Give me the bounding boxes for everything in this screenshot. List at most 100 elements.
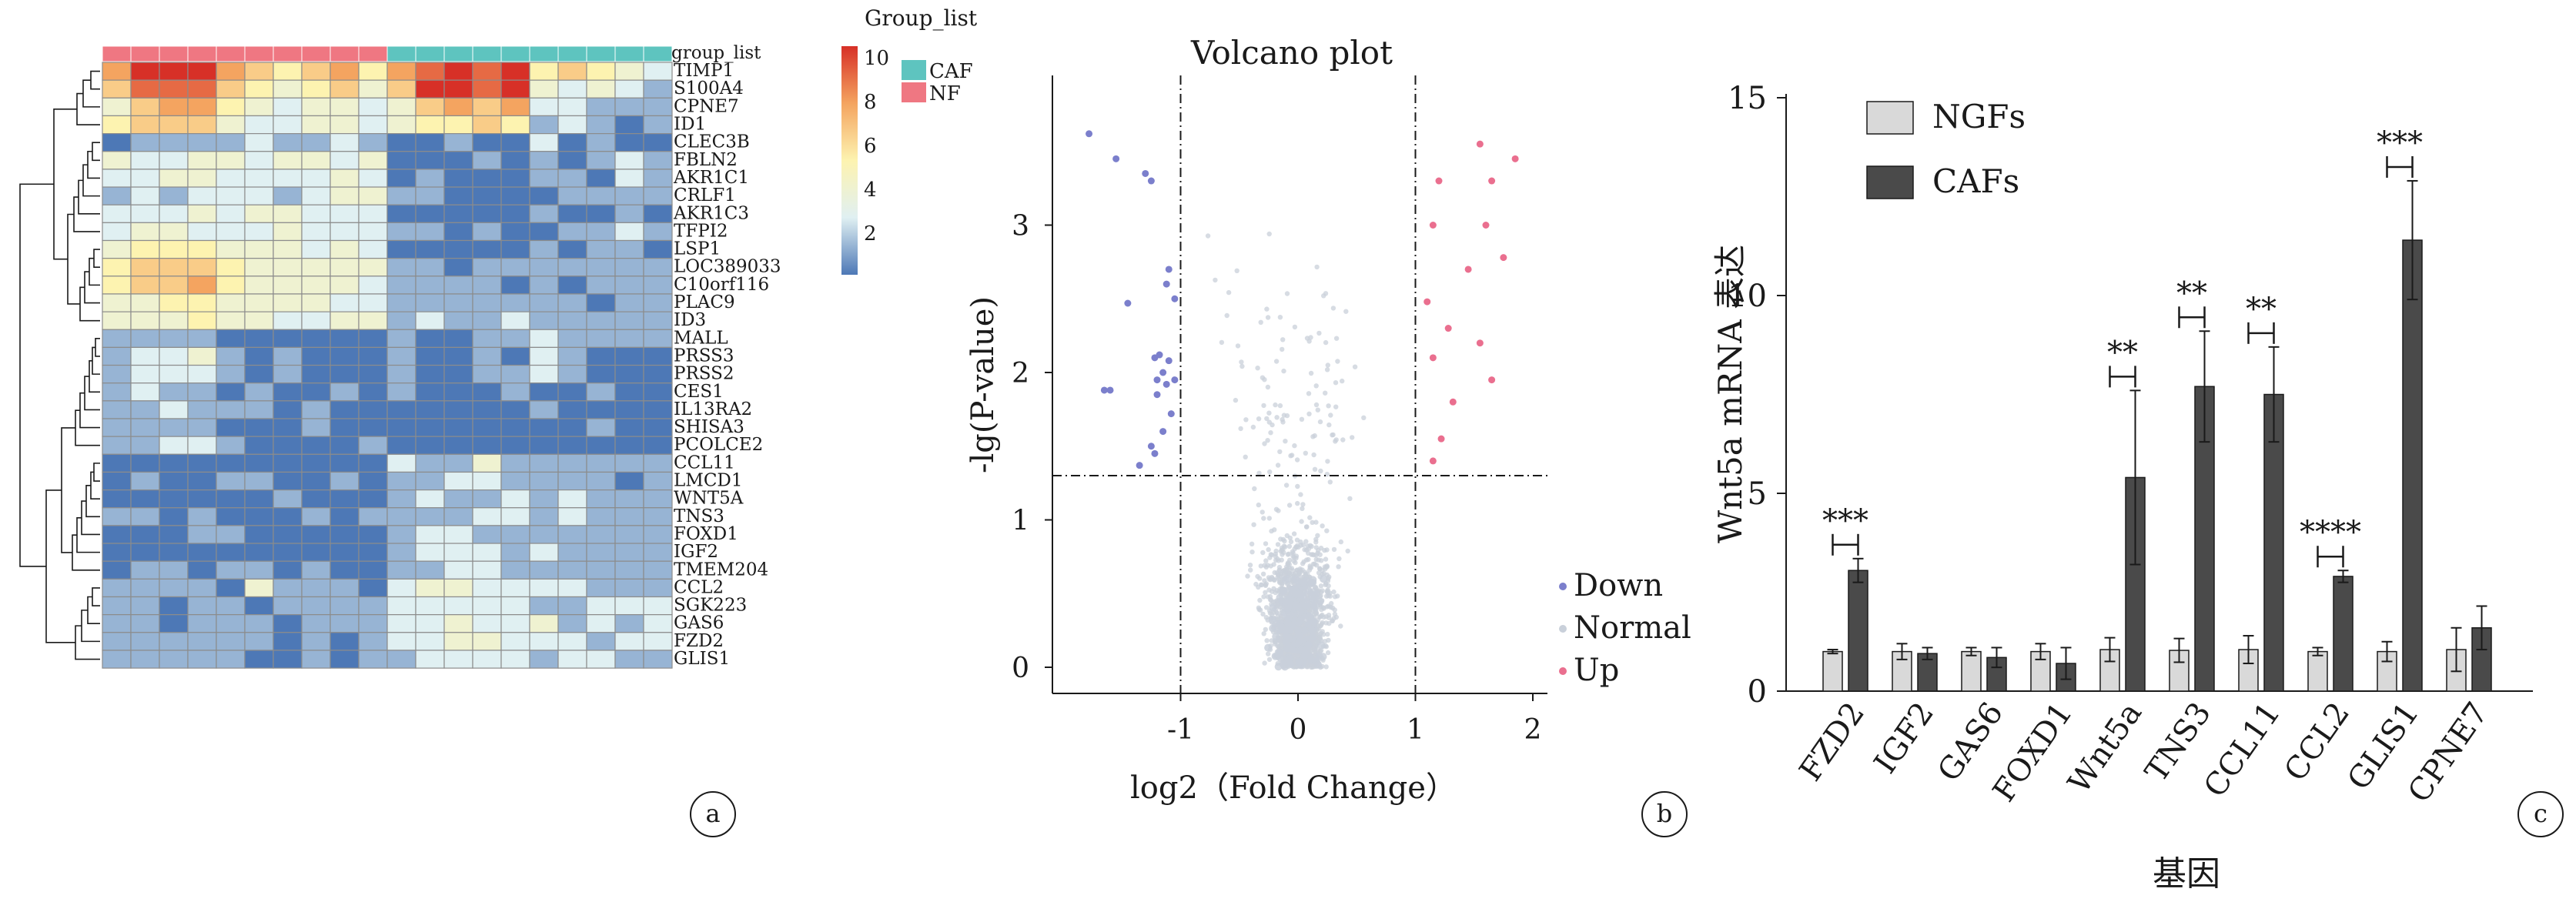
heatmap-cell [358, 507, 388, 526]
heatmap-cell [386, 62, 417, 81]
normal-point [1314, 660, 1323, 669]
heatmap-cell [244, 525, 274, 544]
heatmap-cell [330, 204, 360, 223]
heatmap-cell [187, 489, 217, 509]
group-annotation-cell [500, 45, 530, 62]
heatmap-cell [273, 596, 303, 616]
heatmap-cell [386, 400, 417, 419]
heatmap-cell [130, 79, 160, 99]
normal-point [1252, 486, 1257, 492]
heatmap-cell [529, 364, 559, 384]
down-point [1124, 299, 1132, 307]
normal-point [1300, 561, 1306, 566]
up-point [1476, 339, 1484, 347]
heatmap-cell [130, 329, 160, 348]
normal-point [1287, 557, 1293, 563]
panel-letter-circle [1641, 791, 1688, 837]
normal-point [1308, 335, 1313, 340]
heatmap-cell [244, 115, 274, 135]
heatmap-cell [330, 133, 360, 152]
heatmap-cell [529, 346, 559, 366]
normal-point [1257, 597, 1263, 603]
heatmap-cell [301, 650, 331, 669]
row-label: ID3 [674, 310, 706, 330]
heatmap-cell [301, 489, 331, 509]
heatmap-cell [415, 329, 445, 348]
heatmap-cell [472, 97, 502, 117]
heatmap-cell [614, 239, 644, 259]
normal-point [1267, 610, 1273, 616]
normal-point [1319, 653, 1327, 661]
legend-marker-down [1559, 583, 1567, 590]
heatmap-cell [330, 186, 360, 205]
heatmap-cell [130, 525, 160, 544]
heatmap-cell [330, 543, 360, 562]
row-label: SGK223 [674, 596, 747, 616]
normal-point [1286, 503, 1293, 508]
normal-point [1313, 402, 1320, 408]
heatmap-cell [102, 115, 132, 135]
normal-point [1266, 656, 1273, 663]
heatmap-cell [102, 436, 132, 455]
heatmap-panel: group_listTIMP1S100A4CPNE7ID1CLEC3BFBLN2… [19, 5, 978, 837]
heatmap-cell [130, 276, 160, 295]
normal-point [1336, 564, 1341, 570]
heatmap-cell [244, 614, 274, 633]
cafs-bar [1986, 656, 2007, 692]
heatmap-cell [643, 329, 673, 348]
heatmap-cell [557, 97, 587, 117]
dendrogram-branch [87, 150, 100, 179]
heatmap-cell [330, 418, 360, 437]
row-label: AKR1C3 [673, 203, 749, 223]
heatmap-cell [557, 560, 587, 580]
dendrogram-branch [95, 338, 100, 357]
heatmap-cell [643, 650, 673, 669]
normal-point [1272, 641, 1278, 646]
down-point [1165, 266, 1173, 273]
normal-point [1258, 563, 1264, 569]
down-point [1153, 391, 1161, 399]
heatmap-cell [159, 346, 189, 366]
heatmap-cell [557, 507, 587, 526]
heatmap-cell [244, 596, 274, 616]
up-point [1449, 398, 1457, 406]
dendrogram-branch [92, 142, 100, 162]
significance-stars: **** [2300, 515, 2361, 550]
heatmap-cell [529, 133, 559, 152]
heatmap-cell [102, 79, 132, 99]
heatmap-cell [216, 614, 246, 633]
heatmap-cell [301, 471, 331, 491]
normal-point [1328, 413, 1333, 418]
row-label: PRSS3 [674, 346, 734, 366]
heatmap-cell [330, 596, 360, 616]
normal-point [1306, 411, 1312, 416]
heatmap-cell [187, 614, 217, 633]
heatmap-cell [529, 507, 559, 526]
heatmap-cell [443, 525, 473, 544]
heatmap-cell [216, 489, 246, 509]
heatmap-cell [614, 258, 644, 277]
normal-point [1304, 640, 1313, 649]
heatmap-cell [529, 239, 559, 259]
normal-point [1249, 541, 1255, 546]
heatmap-cell [187, 97, 217, 117]
down-point [1153, 376, 1161, 384]
heatmap-cell [358, 151, 388, 170]
dendrogram-branch [45, 489, 75, 643]
heatmap-cell [330, 614, 360, 633]
heatmap-cell [386, 578, 417, 598]
scale-tick-label: 2 [864, 222, 877, 246]
heatmap-cell [415, 293, 445, 312]
heatmap-cell [330, 346, 360, 366]
heatmap-cell [443, 489, 473, 509]
legend-swatch-cafs [1866, 165, 1914, 199]
heatmap-cell [443, 115, 473, 135]
cafs-bar [2263, 393, 2284, 692]
heatmap-cell [159, 151, 189, 170]
heatmap-cell [614, 578, 644, 598]
heatmap-cell [159, 186, 189, 205]
heatmap-cell [301, 453, 331, 473]
heatmap-cell [216, 169, 246, 188]
normal-point [1263, 605, 1270, 610]
heatmap-cell [472, 489, 502, 509]
